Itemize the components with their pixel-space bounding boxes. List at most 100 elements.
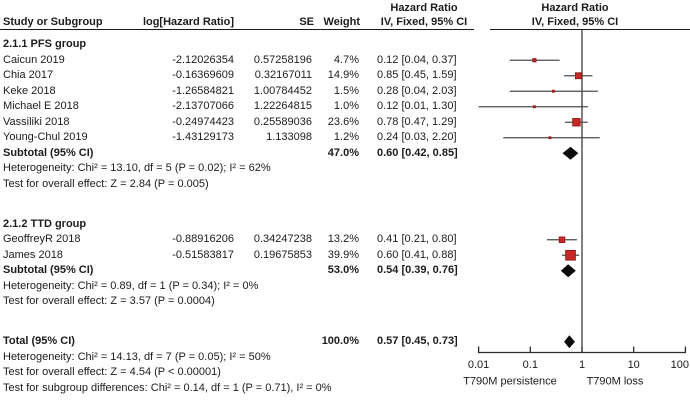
statistics-note: Heterogeneity: Chi² = 13.10, df = 5 (P =… [3,162,271,174]
axis-label-right: T790M loss [587,376,644,388]
hr-ci-cell: 0.60 [0.42, 0.85] [377,146,458,159]
table-row: 2.1.1 PFS group [0,37,690,52]
subgroup-heading: 2.1.1 PFS group [3,38,87,50]
statistics-note: Heterogeneity: Chi² = 14.13, df = 7 (P =… [3,350,271,363]
statistics-note: Test for overall effect: Z = 3.57 (P = 0… [3,295,215,307]
se-cell: 0.25589036 [253,115,312,128]
header-underline-right [490,29,690,30]
table-row: Test for overall effect: Z = 3.57 (P = 0… [0,294,690,309]
table-row: Vassiliki 2018 -0.24974423 0.25589036 23.6%… [0,115,690,130]
log-hr-cell: -0.16369609 [172,69,234,81]
hr-ci-cell: 0.85 [0.45, 1.59] [377,69,457,81]
table-row: Chia 2017 -0.16369609 0.32167011 14.9% 0.85 … [0,68,690,83]
table-row: Caicun 2019 -2.12026354 0.57258196 4.7% 0.12… [0,53,690,68]
column-header-log-hr: log[Hazard Ratio] [142,16,234,28]
table-row: GeoffreyR 2018 -0.88916206 0.34247238 13.2%… [0,232,690,247]
axis-tick-label: 10 [628,359,640,371]
log-hr-cell: -2.12026354 [172,53,234,66]
subtotal-diamond [562,146,579,160]
axis-tick-label: 100 [671,359,689,371]
se-cell: 0.34247238 [253,233,312,245]
column-header-iv-fixed-ci: IV, Fixed, 95% CI [380,16,468,28]
hr-ci-cell: 0.78 [0.47, 1.29] [377,115,457,128]
log-hr-cell: -1.43129173 [172,131,234,143]
table-row: Keke 2018 -1.26584821 1.00784452 1.5% 0.28 [… [0,84,690,99]
study-name-cell: Michael E 2018 [3,100,79,112]
weight-cell: 53.0% [327,264,359,276]
weight-cell: 23.6% [327,115,359,128]
se-cell: 0.57258196 [253,53,312,66]
table-row: Test for overall effect: Z = 2.84 (P = 0… [0,177,690,192]
hr-ci-cell: 0.24 [0.03, 2.20] [377,131,457,143]
study-name-cell: Caicun 2019 [3,53,65,66]
axis-tick-label: 0.1 [523,359,538,371]
se-cell: 1.22264815 [253,100,312,112]
column-header-se: SE [299,16,314,28]
table-row: Young-Chul 2019 -1.43129173 1.133098 1.2% 0.… [0,130,690,145]
total-label: Total (95% CI) [3,335,75,347]
study-name-cell: Vassiliki 2018 [3,115,70,128]
log-hr-cell: -1.26584821 [172,84,234,97]
weight-cell: 47.0% [327,146,359,159]
se-cell: 0.32167011 [254,69,312,81]
table-row: Subtotal (95% CI) 47.0% 0.60 [0.42, 0.85] [0,146,690,161]
hr-ci-cell: 0.12 [0.01, 1.30] [377,100,457,112]
effect-marker [552,89,555,93]
log-hr-cell: -0.51583817 [172,248,234,261]
weight-cell: 100.0% [321,335,359,347]
hr-ci-cell: 0.41 [0.21, 0.80] [377,233,457,245]
se-cell: 1.00784452 [253,84,312,97]
header-underline-left [0,29,474,30]
se-cell: 0.19675853 [253,248,312,261]
table-row: Test for subgroup differences: Chi² = 0.… [0,381,690,396]
effect-marker [548,136,552,140]
effect-marker [565,249,576,261]
hr-ci-cell: 0.28 [0.04, 2.03] [377,84,457,97]
table-row: 2.1.2 TTD group [0,217,690,232]
column-header-hazard-ratio: Hazard Ratio [390,2,458,14]
column-header-study: Study or Subgroup [3,16,103,28]
table-row: Heterogeneity: Chi² = 14.13, df = 7 (P =… [0,350,690,365]
table-row: Heterogeneity: Chi² = 0.89, df = 1 (P = … [0,279,690,294]
table-row: Heterogeneity: Chi² = 13.10, df = 5 (P =… [0,161,690,176]
study-name-cell: James 2018 [3,248,63,261]
subgroup-heading: 2.1.2 TTD group [3,217,87,230]
effect-marker [574,72,582,80]
se-cell: 1.133098 [266,131,312,143]
subtotal-diamond [560,264,576,278]
statistics-note: Test for overall effect: Z = 2.84 (P = 0… [3,177,209,190]
effect-marker [532,58,537,63]
log-hr-cell: -0.24974423 [172,115,234,128]
plot-header-hazard-ratio: Hazard Ratio [541,2,609,14]
weight-cell: 1.0% [333,100,359,112]
log-hr-cell: -2.13707066 [172,100,234,112]
axis-tick-label: 1 [579,359,585,371]
hr-ci-cell: 0.60 [0.41, 0.88] [377,248,457,261]
weight-cell: 1.2% [333,131,359,143]
study-name-cell: Keke 2018 [3,84,56,97]
axis-tick-label: 0.01 [468,359,489,371]
table-row: Test for overall effect: Z = 4.54 (P < 0… [0,365,690,380]
table-row: James 2018 -0.51583817 0.19675853 39.9% 0.60… [0,248,690,263]
column-header-weight: Weight [323,16,360,28]
subtotal-label: Subtotal (95% CI) [3,264,94,276]
table-row: Subtotal (95% CI) 53.0% 0.54 [0.39, 0.76] [0,263,690,278]
log-hr-cell: -0.88916206 [172,233,234,245]
total-diamond [564,335,575,349]
table-row: Michael E 2018 -2.13707066 1.22264815 1.0% 0… [0,99,690,114]
statistics-note: Test for overall effect: Z = 4.54 (P < 0… [3,366,221,378]
table-row: Total (95% CI) 100.0% 0.57 [0.45, 0.73] [0,334,690,349]
effect-marker [558,236,566,243]
effect-marker [532,105,536,109]
study-name-cell: Chia 2017 [3,69,54,81]
weight-cell: 39.9% [327,248,359,261]
axis-label-left: T790M persistence [463,376,557,388]
weight-cell: 13.2% [327,233,359,245]
statistics-note: Heterogeneity: Chi² = 0.89, df = 1 (P = … [3,279,259,292]
hr-ci-cell: 0.57 [0.45, 0.73] [377,335,458,347]
plot-header-iv-fixed-ci: IV, Fixed, 95% CI [531,16,619,28]
study-name-cell: Young-Chul 2019 [3,131,88,143]
weight-cell: 1.5% [333,84,359,97]
